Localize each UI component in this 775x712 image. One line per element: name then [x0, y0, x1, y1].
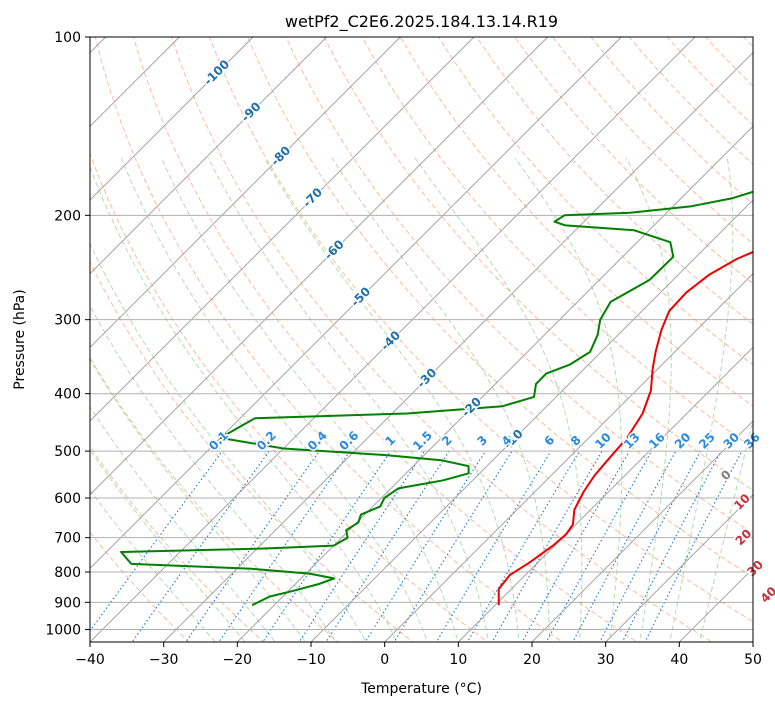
- moist-adiabat: [90, 165, 398, 642]
- moist-adiabat: [263, 157, 520, 642]
- isotherm: [90, 37, 475, 422]
- y-axis-ticks: 100 200 300 400 500 600 700 800 900 1000: [45, 30, 90, 638]
- dry-adiabat: [361, 37, 753, 449]
- x-tick-label: −40: [75, 652, 105, 668]
- dry-adiabat: [209, 37, 753, 623]
- x-tick-label: 30: [597, 652, 615, 668]
- dry-adiabat: [514, 37, 753, 285]
- plot-frame: [89, 36, 754, 643]
- chart-title: wetPf2_C2E6.2025.184.13.14.R19: [285, 12, 558, 32]
- dry-adiabat: [132, 37, 638, 642]
- moist-adiabat: [90, 405, 276, 642]
- dry-adiabat: [90, 446, 265, 642]
- dry-adiabat: [90, 260, 414, 642]
- isotherm: [163, 52, 753, 642]
- moist-adiabat: [699, 418, 753, 642]
- moist-adiabat: [625, 157, 672, 642]
- moist-adiabat: [160, 157, 459, 642]
- isotherm: [531, 420, 753, 642]
- profile-lines: [120, 190, 753, 607]
- plot-background: [90, 37, 753, 642]
- moist-adiabat: [90, 242, 367, 642]
- y-tick-label: 700: [54, 531, 81, 547]
- y-tick-label: 100: [54, 30, 81, 46]
- moist-adiabat: [669, 157, 734, 642]
- moist-adiabat: [120, 157, 428, 642]
- x-tick-label: 0: [380, 652, 389, 668]
- isotherm: [90, 37, 254, 201]
- x-tick-label: 20: [523, 652, 541, 668]
- x-axis-ticks: −40 −30 −20 −10 0 10 20 30 40 50: [75, 642, 762, 668]
- isotherm: [384, 273, 753, 642]
- y-tick-label: 1000: [45, 622, 81, 638]
- moist-adiabat: [90, 358, 307, 642]
- isotherm: [605, 494, 753, 642]
- dry-adiabat: [285, 37, 753, 535]
- isotherm: [237, 125, 753, 642]
- moist-adiabat: [331, 157, 550, 642]
- isotherm: [90, 37, 327, 275]
- y-tick-label: 200: [54, 208, 81, 224]
- dry-adiabat: [94, 37, 564, 642]
- isotherms: [90, 37, 753, 642]
- isotherm: [90, 37, 401, 348]
- isotherm: [90, 37, 548, 496]
- x-tick-label: 50: [744, 652, 762, 668]
- y-tick-label: 900: [54, 595, 81, 611]
- isotherm: [90, 37, 622, 569]
- pressure-gridlines: [90, 37, 753, 630]
- isotherm: [310, 199, 753, 642]
- dry-adiabat: [170, 37, 713, 642]
- moist-adiabat: [90, 449, 246, 642]
- dry-adiabat: [399, 37, 753, 407]
- y-tick-label: 800: [54, 565, 81, 581]
- x-tick-label: −20: [223, 652, 253, 668]
- moist-adiabat: [90, 304, 337, 642]
- plot-area: [90, 37, 753, 642]
- moist-adiabats: [90, 157, 753, 642]
- dewpoint-profile: [120, 190, 753, 607]
- moist-adiabat: [514, 157, 623, 642]
- y-tick-label: 600: [54, 491, 81, 507]
- y-tick-label: 500: [54, 444, 81, 460]
- y-axis-title: Pressure (hPa): [12, 289, 28, 389]
- x-tick-label: −10: [296, 652, 326, 668]
- dry-adiabat: [90, 531, 190, 642]
- temperature-profile: [497, 250, 753, 606]
- isotherm: [90, 37, 696, 642]
- x-tick-label: 10: [449, 652, 467, 668]
- y-tick-label: 300: [54, 313, 81, 329]
- x-axis-title: Temperature (°C): [360, 681, 482, 697]
- y-tick-label: 400: [54, 387, 81, 403]
- x-tick-label: −30: [149, 652, 179, 668]
- x-tick-label: 40: [670, 652, 688, 668]
